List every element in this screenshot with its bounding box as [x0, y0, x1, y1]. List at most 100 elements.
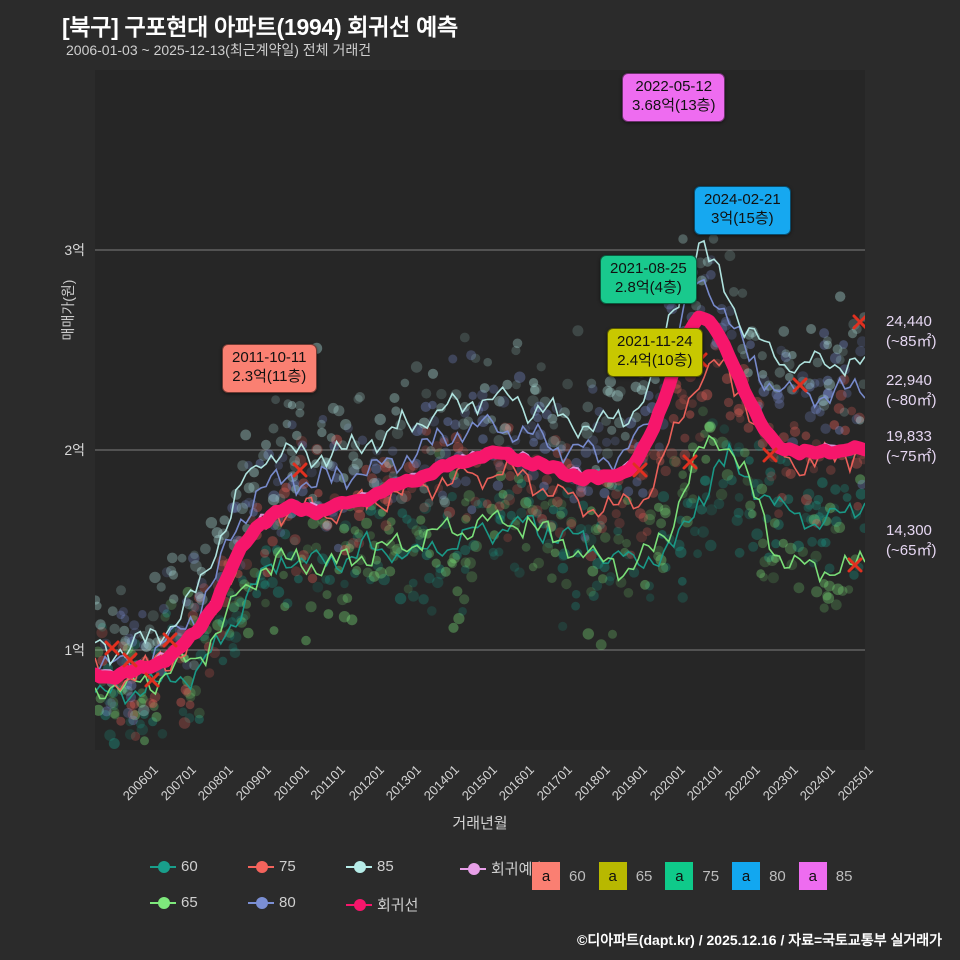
- legend-label: 회귀선: [377, 897, 419, 914]
- page-subtitle: 2006-01-03 ~ 2025-12-13(최근계약일) 전체 거래건: [66, 42, 372, 58]
- legend-label: 85: [377, 858, 394, 875]
- x-tick-label: 201801: [571, 762, 613, 804]
- legend-item-회귀선[interactable]: 회귀선: [346, 894, 418, 915]
- legend-marker-icon: [346, 860, 372, 874]
- legend-label: 80: [279, 894, 296, 911]
- badge-label: 80: [769, 867, 786, 885]
- badge-mark: a: [798, 862, 827, 890]
- legend-item-80[interactable]: 80: [248, 894, 296, 911]
- annotation-date: 2021-08-25: [610, 260, 687, 277]
- x-tick-label: 201301: [383, 762, 425, 804]
- x-tick-label: 201401: [420, 762, 463, 804]
- legend-marker-icon: [248, 896, 274, 910]
- x-tick-label: 202001: [646, 762, 688, 804]
- legend-badges: a 60 a 65 a 75 a 80 a 85: [532, 862, 865, 890]
- legend-marker-icon: [346, 898, 372, 912]
- legend-item-85[interactable]: 85: [346, 858, 394, 875]
- endpoint-label: 19,833 (~75㎡): [886, 428, 936, 466]
- x-tick-label: 202501: [834, 762, 876, 804]
- series-line-regression: [95, 310, 865, 685]
- legend-marker-icon: [460, 862, 486, 876]
- legend-item-65[interactable]: 65: [150, 894, 198, 911]
- x-tick-label: 200901: [232, 762, 274, 804]
- endpoint-unit: (~75㎡): [886, 448, 937, 465]
- excluded-point-marker: [292, 462, 308, 478]
- legend-badge-85[interactable]: a 85: [798, 862, 866, 890]
- excluded-point-marker: [104, 640, 120, 656]
- endpoint-unit: (~80㎡): [886, 392, 937, 409]
- legend-label: 65: [181, 894, 198, 911]
- annotation-callout[interactable]: 2011-10-11 2.3억(11층): [222, 344, 317, 393]
- legend-badge-75[interactable]: a 75: [665, 862, 732, 890]
- x-tick-label: 201501: [458, 762, 500, 804]
- excluded-point-marker: [762, 447, 778, 463]
- x-tick-label: 201201: [345, 762, 387, 804]
- excluded-point-marker: [792, 377, 808, 393]
- endpoint-label: 24,440 (~85㎡): [886, 313, 936, 351]
- x-tick-label: 202201: [721, 762, 764, 804]
- annotation-date: 2022-05-12: [635, 78, 713, 95]
- endpoint-value: 19,833: [886, 428, 932, 445]
- y-tick-label: 2억: [64, 442, 85, 458]
- x-axis-title: 거래년월: [452, 815, 508, 832]
- badge-mark: a: [665, 862, 694, 890]
- annotation-callout[interactable]: 2021-08-25 2.8억(4층): [600, 255, 697, 304]
- chart-canvas: [95, 218, 865, 749]
- annotation-price: 3억(15층): [711, 209, 774, 227]
- endpoint-label: 14,300 (~65㎡): [886, 522, 936, 560]
- x-tick-label: 201001: [270, 762, 312, 804]
- series-line-85: [95, 239, 865, 667]
- x-tick-label: 201601: [496, 762, 538, 804]
- page-title: [북구] 구포현대 아파트(1994) 회귀선 예측: [62, 14, 458, 40]
- x-tick-label: 201901: [608, 762, 651, 804]
- badge-label: 65: [635, 867, 653, 885]
- annotation-callout[interactable]: 2022-05-12 3.68억(13층): [622, 73, 726, 122]
- x-tick-label: 201101: [307, 762, 349, 803]
- legend-marker-icon: [150, 896, 176, 910]
- annotation-date: 2021-11-24: [617, 333, 693, 350]
- legend-badge-60[interactable]: a 60: [532, 862, 599, 890]
- excluded-point-marker: [852, 314, 865, 330]
- excluded-point-marker: [162, 632, 178, 648]
- annotation-price: 2.8억(4층): [614, 278, 682, 296]
- legend-marker-icon: [248, 860, 274, 874]
- annotation-date: 2011-10-11: [232, 349, 307, 366]
- excluded-point-marker: [847, 557, 863, 573]
- x-tick-label: 202401: [797, 762, 839, 804]
- legend: 60 75 85 회귀예측 65 80 회귀선: [150, 858, 570, 926]
- x-tick-label: 200801: [194, 762, 237, 804]
- y-tick-label: 3억: [64, 242, 85, 258]
- series-line-80: [95, 278, 865, 673]
- x-tick-label: 200701: [157, 762, 199, 804]
- annotation-price: 3.68억(13층): [632, 96, 716, 114]
- excluded-point-marker: [122, 652, 138, 668]
- annotation-callout[interactable]: 2021-11-24 2.4억(10층): [607, 328, 703, 377]
- badge-label: 85: [835, 867, 853, 885]
- endpoint-value: 14,300: [886, 522, 932, 539]
- badge-label: 75: [702, 867, 720, 885]
- legend-item-60[interactable]: 60: [150, 858, 198, 875]
- x-tick-label: 200601: [119, 762, 161, 804]
- endpoint-label: 22,940 (~80㎡): [886, 372, 936, 410]
- legend-badge-80[interactable]: a 80: [732, 862, 799, 890]
- annotation-price: 2.3억(11층): [232, 367, 307, 385]
- x-tick-label: 201701: [533, 762, 575, 804]
- legend-item-75[interactable]: 75: [248, 858, 296, 875]
- legend-badge-65[interactable]: a 65: [598, 862, 666, 890]
- excluded-point-marker: [144, 672, 160, 688]
- badge-mark: a: [532, 862, 560, 890]
- annotation-price: 2.4억(10층): [617, 351, 693, 369]
- x-tick-label: 202301: [759, 762, 801, 804]
- annotation-date: 2024-02-21: [704, 191, 781, 208]
- plot-area[interactable]: [95, 70, 865, 750]
- endpoint-value: 24,440: [886, 313, 932, 330]
- badge-mark: a: [732, 862, 761, 890]
- endpoint-unit: (~65㎡): [886, 542, 937, 559]
- series-line-60: [95, 441, 865, 706]
- footer-credit: ©디아파트(dapt.kr) / 2025.12.16 / 자료=국토교통부 실…: [577, 932, 942, 948]
- x-tick-label: 202101: [684, 762, 726, 804]
- y-tick-label: 1억: [64, 642, 85, 658]
- annotation-callout[interactable]: 2024-02-21 3억(15층): [694, 186, 791, 235]
- series-line-65: [95, 434, 865, 700]
